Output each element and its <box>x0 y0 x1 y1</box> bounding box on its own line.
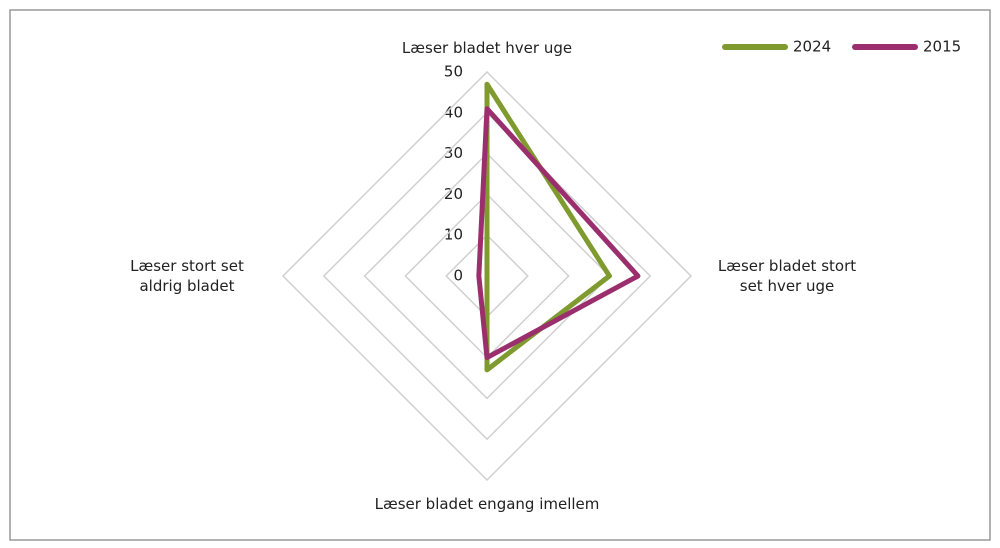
y-tick-label: 40 <box>444 103 463 121</box>
y-tick-label: 30 <box>444 144 463 162</box>
axis-label: Læser bladet engang imellem <box>375 495 600 513</box>
axis-label: Læser stort set aldrig bladet <box>130 257 244 295</box>
grid-line <box>363 152 611 400</box>
y-tick-label: 10 <box>444 226 463 244</box>
series-line <box>476 106 641 361</box>
axis-label: Læser bladet stort set hver uge <box>718 257 856 295</box>
legend-label: 2024 <box>793 38 831 56</box>
grid-line <box>281 70 693 482</box>
axis-label: Læser bladet hver uge <box>402 39 572 57</box>
legend-label: 2015 <box>923 38 961 56</box>
grid-line <box>322 111 652 441</box>
y-tick-label: 20 <box>444 185 463 203</box>
series-line <box>484 81 612 373</box>
y-tick-label: 50 <box>444 63 463 81</box>
y-tick-label: 0 <box>453 267 463 285</box>
chart-frame <box>9 9 991 541</box>
